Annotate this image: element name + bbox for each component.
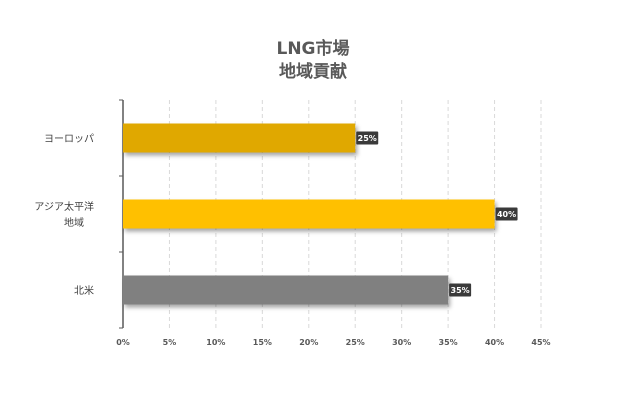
x-tick-label: 5% <box>163 338 177 347</box>
bar <box>123 199 495 229</box>
chart-title-line-1: LNG市場 <box>276 39 350 59</box>
bar <box>123 123 356 153</box>
category-label: アジア太平洋地域 <box>34 200 94 229</box>
x-tick-label: 35% <box>439 338 458 347</box>
category-label: 北米 <box>74 284 94 297</box>
bar <box>123 275 449 305</box>
data-label-box <box>449 283 472 297</box>
x-tick-label: 20% <box>299 338 318 347</box>
data-label: 35% <box>451 286 470 295</box>
data-label: 25% <box>358 134 377 143</box>
data-label-box <box>495 207 518 221</box>
data-label: 40% <box>497 210 516 219</box>
chart-title: LNG市場 地域貢献 <box>0 38 626 84</box>
x-tick-label: 25% <box>346 338 365 347</box>
x-tick-label: 45% <box>531 338 550 347</box>
data-label-box <box>356 131 379 145</box>
x-tick-label: 10% <box>206 338 225 347</box>
x-tick-label: 40% <box>485 338 504 347</box>
x-tick-label: 0% <box>116 338 130 347</box>
x-tick-label: 15% <box>253 338 272 347</box>
chart-title-line-2: 地域貢献 <box>279 62 347 82</box>
x-tick-label: 30% <box>392 338 411 347</box>
category-label: ヨーロッパ <box>44 133 94 145</box>
